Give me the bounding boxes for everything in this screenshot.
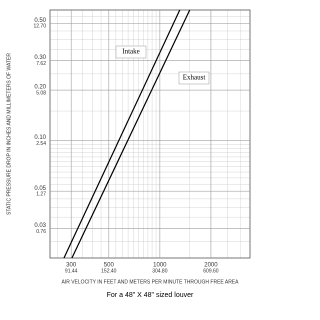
x-tick-label: 2000 — [204, 263, 218, 269]
y2-tick-label: 1.27 — [36, 192, 46, 198]
x2-tick-label: 152.40 — [101, 268, 117, 274]
x-tick-label: 1000 — [153, 263, 167, 269]
y-tick-label: 0.50 — [34, 18, 46, 24]
series-label: Intake — [122, 48, 140, 56]
chart: 300 500 1000 2000 91.44 152.40 304.80 609.60 0.0… — [6, 9, 251, 299]
y2-tick-label: 2.54 — [36, 141, 46, 147]
y-tick-label: 0.30 — [34, 55, 46, 61]
y-tick-label: 0.10 — [34, 135, 46, 141]
series-line — [71, 9, 191, 259]
x2-tick-label: 609.60 — [203, 268, 219, 274]
x-axis-label: AIR VELOCITY IN FEET AND METERS PER MINU… — [62, 279, 240, 285]
y2-tick-label: 12.70 — [33, 24, 46, 30]
series-line — [63, 9, 181, 259]
x2-tick-label: 91.44 — [65, 268, 78, 274]
y-tick-label: 0.05 — [34, 186, 46, 192]
y-tick-label: 0.03 — [34, 223, 46, 229]
y2-tick-label: 5.08 — [36, 90, 46, 96]
caption: For a 48" X 48" sized louver — [107, 292, 194, 299]
series-label: Exhaust — [183, 74, 206, 82]
y-axis-label: STATIC PRESSURE DROP IN INCHES AND MILLI… — [6, 53, 12, 215]
y2-tick-label: 7.62 — [36, 61, 46, 67]
x-tick-label: 500 — [104, 263, 115, 269]
x-tick-label: 300 — [66, 263, 77, 269]
plot-frame — [49, 9, 251, 259]
series-label-box — [178, 71, 210, 85]
series-label-box — [115, 45, 147, 59]
x2-tick-label: 304.80 — [152, 268, 168, 274]
y-tick-label: 0.20 — [34, 85, 46, 91]
y2-tick-label: 0.76 — [36, 229, 46, 235]
